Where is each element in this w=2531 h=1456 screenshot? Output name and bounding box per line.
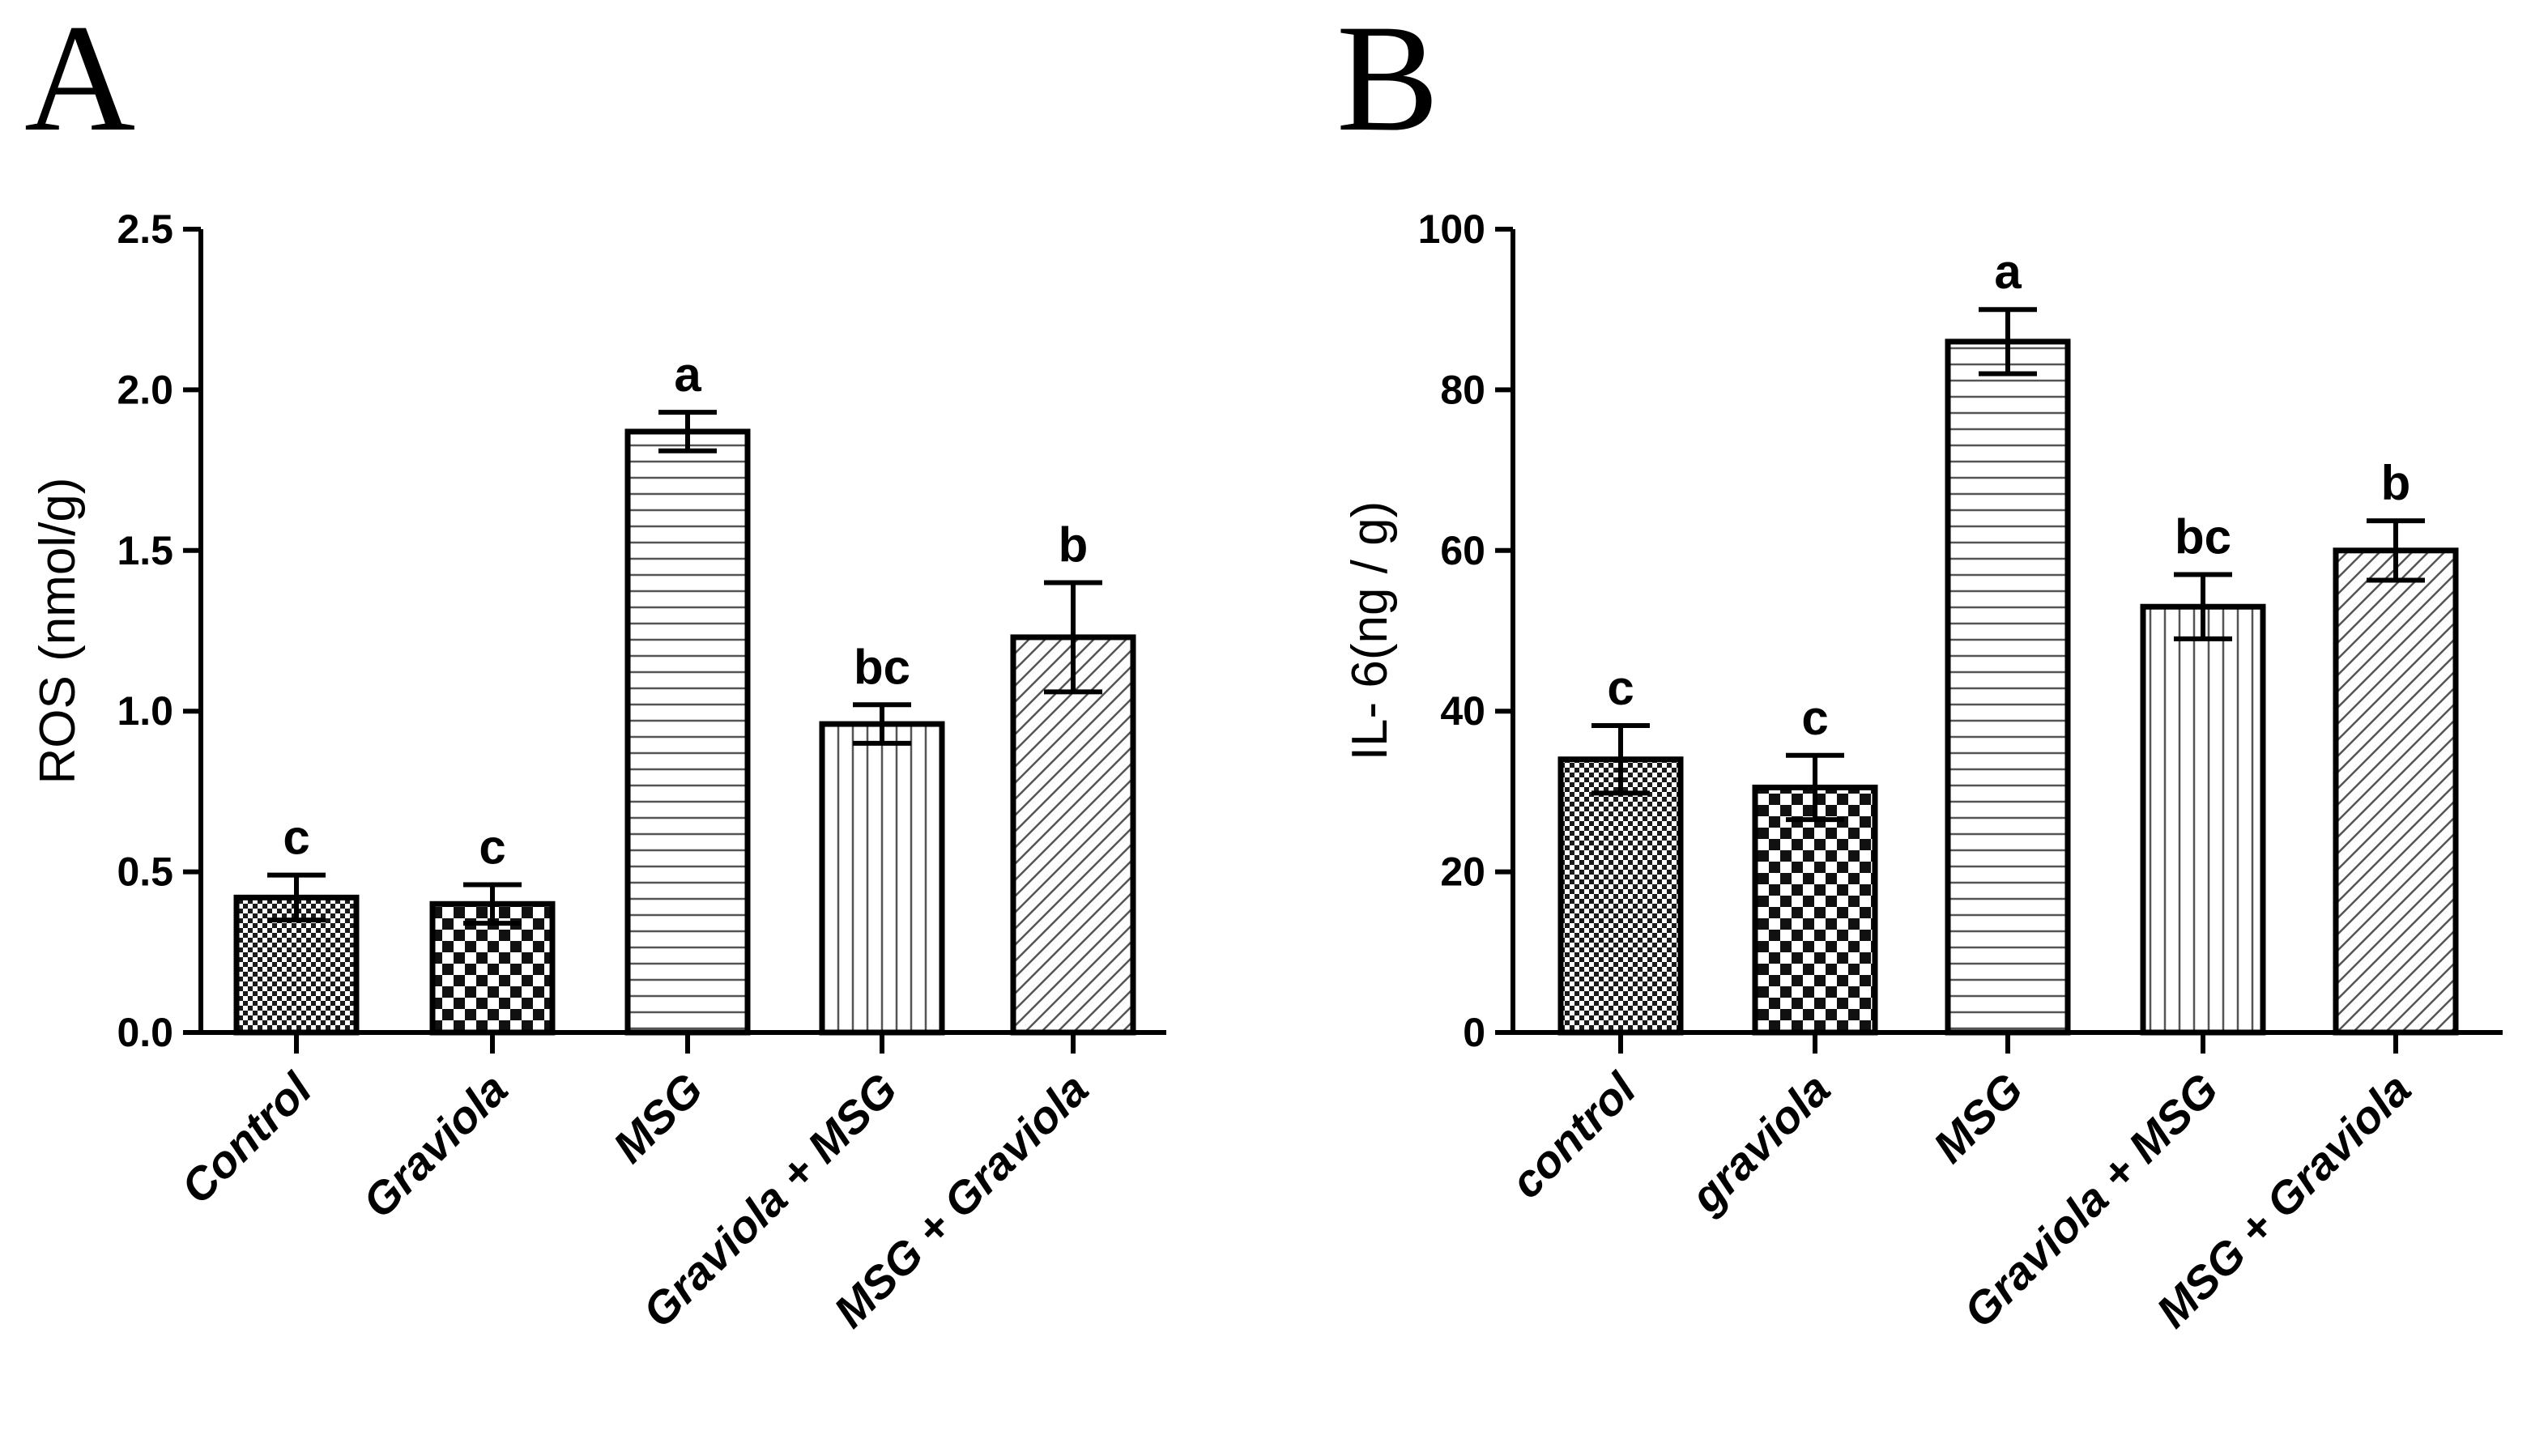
panel-b-y-tick-label: 20 — [1440, 849, 1485, 895]
panel-b-significance-2: c — [1801, 691, 1828, 745]
panel-b-significance-5: b — [2381, 456, 2411, 510]
panel-a-y-tick-label: 0.5 — [117, 849, 173, 895]
panel-b-y-tick-label: 100 — [1418, 206, 1485, 252]
panel-b-bar-5 — [2333, 547, 2459, 1036]
panel-a-bar-4 — [819, 721, 945, 1036]
panel-b-category-label-1: control — [1501, 1062, 1647, 1208]
panel-a-bar-5 — [1010, 634, 1136, 1036]
panel-b-y-tick-label: 60 — [1440, 528, 1485, 573]
panel-b-bar-3 — [1945, 338, 2071, 1036]
panel-a-plot: 0.0 0.5 1.0 1.5 2.0 2.5 c Control c Graviola a MSG b… — [117, 206, 1166, 1337]
panel-a-y-tick-label: 2.5 — [117, 206, 173, 252]
panel-b-y-axis-label: IL- 6(ng / g) — [1342, 501, 1398, 760]
panel-b-bar-2 — [1752, 784, 1878, 1036]
panel-a-significance-1: c — [283, 811, 309, 865]
panel-a-significance-4: bc — [854, 640, 910, 694]
panel-b-category-label-3: MSG — [1924, 1063, 2033, 1173]
panel-a-significance-2: c — [479, 820, 505, 874]
panel-b-y-tick-label: 40 — [1440, 688, 1485, 734]
panel-b-bar-1 — [1557, 756, 1684, 1036]
panel-a-significance-3: a — [674, 347, 701, 402]
panel-a-y-tick-label: 1.0 — [117, 688, 173, 734]
panel-a-category-label-3: MSG — [603, 1063, 713, 1173]
panel-b-significance-1: c — [1607, 661, 1634, 715]
panel-b-label: B — [1336, 0, 1439, 164]
panel-b-significance-4: bc — [2175, 510, 2231, 564]
panel-a-y-tick-label: 0.0 — [117, 1010, 173, 1055]
panel-a-y-axis-label: ROS (nmol/g) — [30, 478, 86, 785]
panel-b-bar-4 — [2140, 603, 2266, 1036]
panel-b-significance-3: a — [1994, 245, 2022, 299]
panel-b-category-label-2: graviola — [1680, 1063, 1839, 1223]
panel-a-category-label-2: Graviola — [352, 1063, 517, 1228]
panel-a-significance-5: b — [1059, 517, 1089, 572]
panel-b-y-tick-label: 0 — [1463, 1010, 1485, 1055]
panel-a-bar-3 — [624, 428, 751, 1036]
panel-a-y-tick-label: 1.5 — [117, 528, 173, 573]
panel-a-label: A — [24, 0, 135, 164]
panel-a-y-tick-label: 2.0 — [117, 367, 173, 412]
panel-a-category-label-1: Control — [171, 1062, 322, 1213]
panel-b-y-tick-label: 80 — [1440, 367, 1485, 412]
panel-b-plot: 020406080100ccontrolcgraviolaaMSGbcGravi… — [1418, 206, 2503, 1337]
